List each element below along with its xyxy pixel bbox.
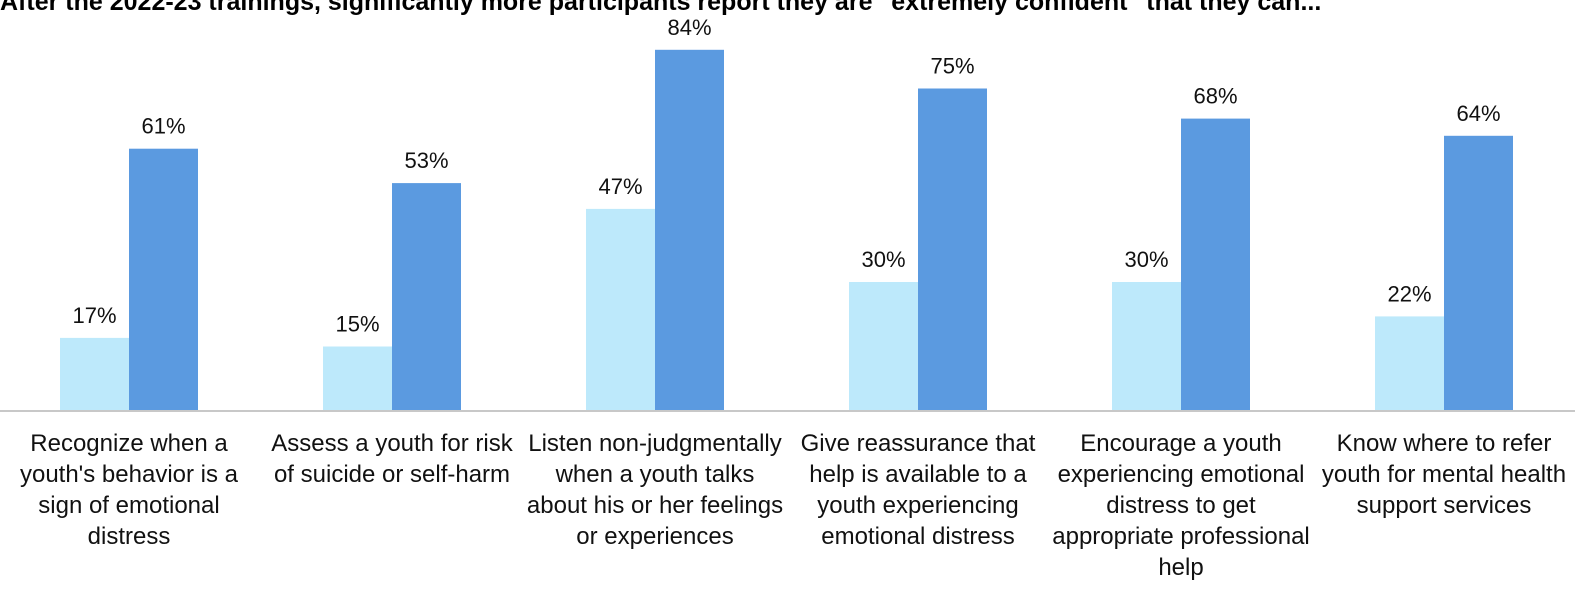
bar-series2-cat1 [129,148,198,411]
data-label-series2-cat5: 68% [1193,84,1237,109]
bar-series1-cat1 [60,337,129,411]
data-label-series1-cat3: 47% [598,174,642,199]
bar-series1-cat2 [323,346,392,411]
bar-series2-cat4 [918,88,987,411]
data-label-series2-cat6: 64% [1456,101,1500,126]
data-label-series2-cat4: 75% [930,54,974,79]
chart-title: After the 2022-23 trainings, significant… [0,0,1322,16]
data-label-series1-cat1: 17% [72,303,116,328]
bar-series2-cat3 [655,49,724,412]
data-label-series2-cat2: 53% [404,148,448,173]
bars-layer [60,49,1513,412]
data-label-series2-cat3: 84% [667,15,711,40]
data-label-series1-cat6: 22% [1387,281,1431,306]
category-label-6: Know where to refer youth for mental hea… [1321,430,1567,519]
category-label-3: Listen non-judgmentally when a youth tal… [526,430,784,550]
bar-series2-cat6 [1444,135,1513,412]
data-labels-layer: 17% 61% 15% 53% 47% 84% 30% 75% 30% 68% 22% 64% [72,15,1500,337]
data-label-series1-cat5: 30% [1124,247,1168,272]
data-label-series1-cat2: 15% [335,312,379,337]
bar-series1-cat6 [1375,316,1444,411]
category-label-2: Assess a youth for risk of suicide or se… [271,430,513,488]
bar-series2-cat2 [392,183,461,411]
bar-series1-cat3 [586,208,655,411]
category-label-5: Encourage a youth experiencing emotional… [1052,430,1310,581]
data-label-series2-cat1: 61% [141,114,185,139]
bar-series1-cat4 [849,282,918,411]
category-label-1: Recognize when a youth's behavior is a s… [19,430,239,550]
data-label-series1-cat4: 30% [861,247,905,272]
bar-series1-cat5 [1112,282,1181,411]
bar-series2-cat5 [1181,118,1250,411]
category-label-4: Give reassurance that help is available … [800,430,1036,550]
